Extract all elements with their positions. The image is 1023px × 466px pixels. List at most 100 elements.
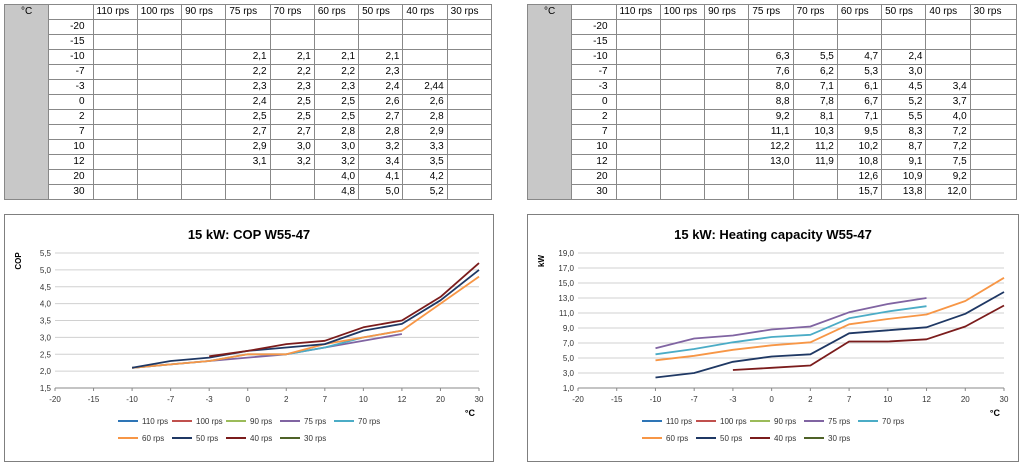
value-cell: [615, 154, 661, 170]
value-cell: [181, 94, 227, 110]
table-row: -3 8,0 7,1 6,1 4,5 3,4: [528, 79, 1018, 95]
value-cell: 6,2: [792, 64, 838, 80]
value-cell: 2,6: [402, 94, 448, 110]
legend-label: 75 rps: [828, 417, 850, 426]
temperature-cell: 12: [48, 154, 94, 170]
column-header: 75 rps: [748, 4, 794, 20]
value-cell: 6,7: [836, 94, 883, 110]
table-row: 10 2,9 3,0 3,0 3,2 3,3: [5, 139, 493, 155]
value-cell: [969, 79, 1018, 95]
column-header: 40 rps: [925, 4, 971, 20]
value-cell: [969, 184, 1018, 200]
value-cell: [446, 169, 493, 185]
column-header: 90 rps: [181, 4, 227, 20]
value-cell: [615, 94, 661, 110]
value-cell: 12,2: [748, 139, 794, 155]
value-cell: [704, 34, 750, 50]
legend-label: 110 rps: [142, 417, 168, 426]
value-cell: [181, 154, 227, 170]
unit-cell: °C: [526, 4, 573, 200]
value-cell: [446, 124, 493, 140]
column-header: 110 rps: [92, 4, 138, 20]
value-cell: 11,2: [792, 139, 838, 155]
value-cell: 2,5: [313, 109, 360, 125]
temperature-cell: 10: [571, 139, 617, 155]
value-cell: [748, 34, 794, 50]
x-tick-label: -20: [49, 395, 61, 404]
y-tick-label: 4,0: [40, 300, 52, 309]
table-row: -20: [5, 19, 493, 35]
value-cell: 5,2: [402, 184, 448, 200]
y-tick-label: 4,5: [40, 283, 52, 292]
legend-label: 70 rps: [882, 417, 904, 426]
value-cell: [925, 34, 971, 50]
value-cell: [446, 154, 493, 170]
table-row: 12 3,1 3,2 3,2 3,4 3,5: [5, 154, 493, 170]
column-header: 60 rps: [313, 4, 360, 20]
x-tick-label: -15: [611, 395, 623, 404]
value-cell: 2,4: [358, 79, 404, 95]
capacity-chart-svg: 15 kW: Heating capacity W55-47 1,0 3,0 5,0 7…: [537, 227, 1009, 443]
y-tick-label: 19,0: [558, 249, 574, 258]
value-cell: 7,8: [792, 94, 838, 110]
y-tick-label: 11,0: [559, 309, 575, 318]
value-cell: 10,8: [836, 154, 883, 170]
value-cell: [92, 34, 138, 50]
temperature-cell: 30: [571, 184, 617, 200]
column-header: 60 rps: [836, 4, 883, 20]
value-cell: [358, 19, 404, 35]
value-cell: [136, 64, 183, 80]
corner-cell: [571, 4, 617, 20]
value-cell: [181, 34, 227, 50]
table-row: -20: [528, 19, 1018, 35]
value-cell: [659, 154, 706, 170]
legend-label: 90 rps: [250, 417, 272, 426]
value-cell: 2,1: [225, 49, 271, 65]
table-row: 20 4,0 4,1 4,2: [5, 169, 493, 185]
value-cell: 2,8: [358, 124, 404, 140]
value-cell: [704, 64, 750, 80]
value-cell: [181, 79, 227, 95]
value-cell: [181, 139, 227, 155]
value-cell: [446, 79, 493, 95]
value-cell: [92, 184, 138, 200]
column-header: 110 rps: [615, 4, 661, 20]
value-cell: [136, 94, 183, 110]
value-cell: [225, 34, 271, 50]
value-cell: [659, 19, 706, 35]
value-cell: 2,1: [269, 49, 315, 65]
value-cell: [704, 49, 750, 65]
value-cell: [659, 124, 706, 140]
temperature-cell: -15: [571, 34, 617, 50]
value-cell: 3,1: [225, 154, 271, 170]
corner-cell: [48, 4, 94, 20]
value-cell: [615, 49, 661, 65]
table-row: 2 2,5 2,5 2,5 2,7 2,8: [5, 109, 493, 125]
value-cell: [269, 184, 315, 200]
value-cell: [748, 169, 794, 185]
table-row: 0 2,4 2,5 2,5 2,6 2,6: [5, 94, 493, 110]
value-cell: [446, 139, 493, 155]
column-header: 100 rps: [659, 4, 706, 20]
value-cell: 3,0: [313, 139, 360, 155]
value-cell: 2,1: [313, 49, 360, 65]
value-cell: 8,7: [881, 139, 927, 155]
value-cell: [881, 19, 927, 35]
x-tick-label: -10: [126, 395, 138, 404]
column-header: 100 rps: [136, 4, 183, 20]
value-cell: 10,3: [792, 124, 838, 140]
value-cell: 3,5: [402, 154, 448, 170]
value-cell: 4,0: [925, 109, 971, 125]
value-cell: [704, 79, 750, 95]
value-cell: [92, 49, 138, 65]
value-cell: [181, 169, 227, 185]
x-tick-label: -7: [167, 395, 175, 404]
y-tick-label: 3,0: [40, 333, 52, 342]
temperature-cell: -10: [571, 49, 617, 65]
value-cell: [181, 109, 227, 125]
value-cell: [446, 19, 493, 35]
value-cell: [402, 49, 448, 65]
y-tick-label: 13,0: [558, 294, 574, 303]
value-cell: [704, 169, 750, 185]
table-row: 0 8,8 7,8 6,7 5,2 3,7: [528, 94, 1018, 110]
